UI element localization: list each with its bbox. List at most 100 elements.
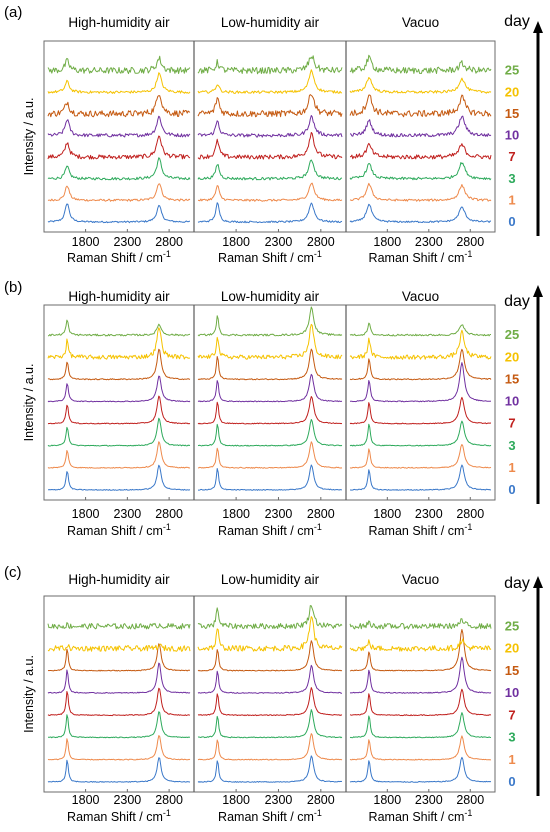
spectrum-day-10 [349, 115, 492, 138]
subplot-title: High-humidity air [68, 289, 170, 304]
spectrum-day-0 [47, 203, 190, 224]
day-label-7: 7 [508, 149, 515, 164]
x-axis-title: Raman Shift / cm-1 [218, 522, 322, 538]
x-axis-title: Raman Shift / cm-1 [67, 249, 171, 265]
spectrum-day-1 [349, 182, 492, 202]
spectrum-day-20 [197, 616, 343, 652]
spectrum-day-15 [349, 348, 492, 381]
spectrum-day-10 [47, 115, 191, 138]
x-tick-label: 2300 [113, 507, 141, 521]
spectrum-day-3 [47, 157, 191, 181]
spectrum-day-10 [197, 373, 343, 403]
spectrum-day-0 [47, 464, 191, 491]
spectrum-day-3 [197, 419, 343, 447]
spectrum-day-0 [197, 202, 343, 224]
x-tick-label: 2800 [307, 507, 335, 521]
spectrum-day-1 [47, 441, 191, 469]
x-tick-label: 2300 [265, 507, 293, 521]
day-label-20: 20 [505, 641, 519, 656]
x-tick-label: 2300 [113, 235, 141, 249]
x-tick-label: 2300 [265, 235, 293, 249]
panel-b: (b) Intensity / a.u. High-humidity air 1800… [4, 279, 543, 538]
day-axis-title: day [504, 293, 530, 310]
spectrum-day-7 [349, 688, 492, 717]
spectrum-day-7 [47, 395, 191, 425]
spectrum-day-0 [198, 464, 343, 491]
spectrum-day-0 [349, 756, 492, 783]
spectrum-day-0 [349, 203, 492, 224]
spectrum-day-20 [349, 329, 492, 360]
x-tick-label: 2800 [155, 793, 183, 807]
panel-a: (a) Intensity / a.u. High-humidity air 1800… [4, 4, 543, 265]
spectrum-day-15 [197, 640, 343, 672]
day-label-20: 20 [505, 349, 519, 364]
x-axis-title: Raman Shift / cm-1 [369, 808, 473, 824]
subplot-title: Vacuo [402, 15, 439, 30]
spectrum-day-7 [47, 687, 191, 717]
day-label-7: 7 [508, 707, 515, 722]
subplot-title: High-humidity air [68, 15, 170, 30]
x-tick-label: 2800 [307, 793, 335, 807]
subplot-title: Vacuo [402, 572, 439, 587]
spectrum-day-20 [47, 327, 191, 360]
spectrum-day-7 [197, 687, 343, 717]
plot-frame [43, 595, 496, 793]
spectrum-day-25 [349, 54, 492, 74]
spectrum-day-20 [47, 643, 191, 652]
spectrum-day-10 [349, 656, 492, 694]
x-tick-label: 1800 [373, 235, 401, 249]
day-label-15: 15 [505, 106, 519, 121]
day-arrow-head [533, 576, 543, 588]
spectrum-day-25 [197, 306, 343, 337]
spectrum-day-10 [349, 362, 492, 403]
spectrum-day-10 [47, 375, 191, 403]
spectrum-day-25 [47, 319, 191, 337]
x-axis-title: Raman Shift / cm-1 [369, 249, 473, 265]
spectrum-day-1 [197, 182, 343, 202]
spectrum-day-3 [349, 162, 492, 181]
x-tick-label: 2800 [456, 235, 484, 249]
spectrum-day-15 [47, 348, 191, 381]
x-tick-label: 1800 [373, 507, 401, 521]
x-tick-label: 2800 [155, 507, 183, 521]
spectrum-day-10 [197, 115, 343, 138]
spectrum-day-25 [47, 622, 191, 630]
subplot-title: High-humidity air [68, 572, 170, 587]
day-axis-title: day [504, 575, 530, 592]
x-tick-label: 2800 [456, 507, 484, 521]
day-label-3: 3 [508, 730, 515, 745]
day-label-25: 25 [505, 63, 519, 78]
spectrum-day-1 [197, 733, 343, 761]
x-tick-label: 1800 [72, 793, 100, 807]
spectrum-day-7 [349, 396, 492, 425]
spectrum-day-1 [349, 735, 492, 761]
spectrum-day-0 [197, 755, 343, 783]
day-label-10: 10 [505, 128, 519, 143]
x-axis-title: Raman Shift / cm-1 [369, 522, 473, 538]
panel-label: (b) [4, 279, 22, 296]
spectrum-day-3 [349, 712, 492, 739]
x-tick-label: 2300 [415, 793, 443, 807]
spectrum-day-15 [47, 95, 191, 118]
spectrum-day-1 [349, 444, 492, 469]
spectrum-day-1 [47, 183, 191, 202]
x-tick-label: 2800 [307, 235, 335, 249]
spectrum-day-3 [197, 159, 343, 181]
day-label-0: 0 [508, 214, 515, 229]
day-label-10: 10 [505, 394, 519, 409]
spectrum-day-7 [197, 132, 343, 160]
x-tick-label: 1800 [72, 507, 100, 521]
spectrum-day-20 [349, 638, 492, 652]
y-axis-title: Intensity / a.u. [22, 98, 36, 176]
spectrum-day-15 [197, 94, 343, 118]
day-label-3: 3 [508, 171, 515, 186]
day-label-20: 20 [505, 84, 519, 99]
spectrum-day-25 [197, 55, 343, 75]
y-axis-title: Intensity / a.u. [22, 655, 36, 733]
spectrum-day-20 [197, 69, 343, 94]
